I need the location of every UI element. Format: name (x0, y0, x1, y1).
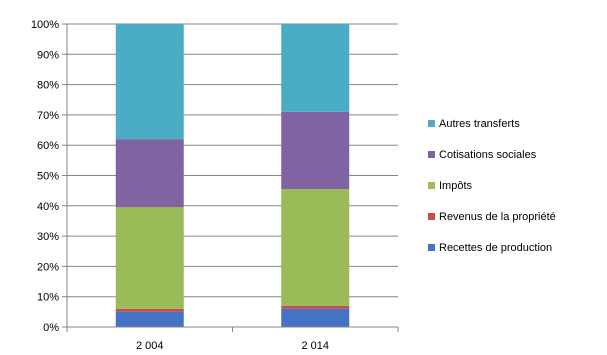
legend-swatch (428, 151, 435, 158)
y-tick-label: 90% (37, 49, 59, 61)
legend-label: Autres transferts (439, 118, 520, 130)
bar-segment (115, 308, 184, 312)
legend-swatch (428, 182, 435, 189)
y-tick-label: 30% (37, 231, 59, 243)
x-axis-tick-labels: 2 004 2 014 (136, 340, 329, 352)
y-axis-tick-labels: 0% 10% 20% 30% 40% 50% 60% 70% 80% 90% 100% (31, 19, 59, 334)
legend: Autres transferts Cotisations sociales Imp… (428, 118, 556, 254)
bar-segment (115, 207, 184, 309)
y-tick-label: 40% (37, 201, 59, 213)
legend-label: Impôts (439, 180, 473, 192)
bar-segment (281, 308, 350, 327)
x-tick-label: 2 004 (136, 340, 164, 352)
bar-segment (281, 305, 350, 309)
bar-segment (115, 311, 184, 327)
bar-segment (281, 24, 350, 112)
y-tick-label: 70% (37, 110, 59, 122)
legend-swatch (428, 244, 435, 251)
y-tick-label: 10% (37, 292, 59, 304)
y-tick-label: 50% (37, 171, 59, 183)
axes (62, 23, 399, 332)
legend-swatch (428, 213, 435, 220)
legend-label: Revenus de la propriété (439, 211, 556, 223)
y-tick-label: 80% (37, 80, 59, 92)
bar-segment (281, 189, 350, 306)
y-tick-label: 100% (31, 19, 59, 31)
y-tick-label: 20% (37, 261, 59, 273)
bar-segment (115, 24, 184, 140)
x-tick-label: 2 014 (301, 340, 329, 352)
legend-label: Cotisations sociales (439, 149, 537, 161)
bars (115, 24, 350, 327)
y-tick-label: 60% (37, 140, 59, 152)
y-tick-label: 0% (43, 322, 59, 334)
legend-label: Recettes de production (439, 242, 552, 254)
legend-swatch (428, 120, 435, 127)
bar-segment (115, 139, 184, 208)
bar-segment (281, 111, 350, 190)
